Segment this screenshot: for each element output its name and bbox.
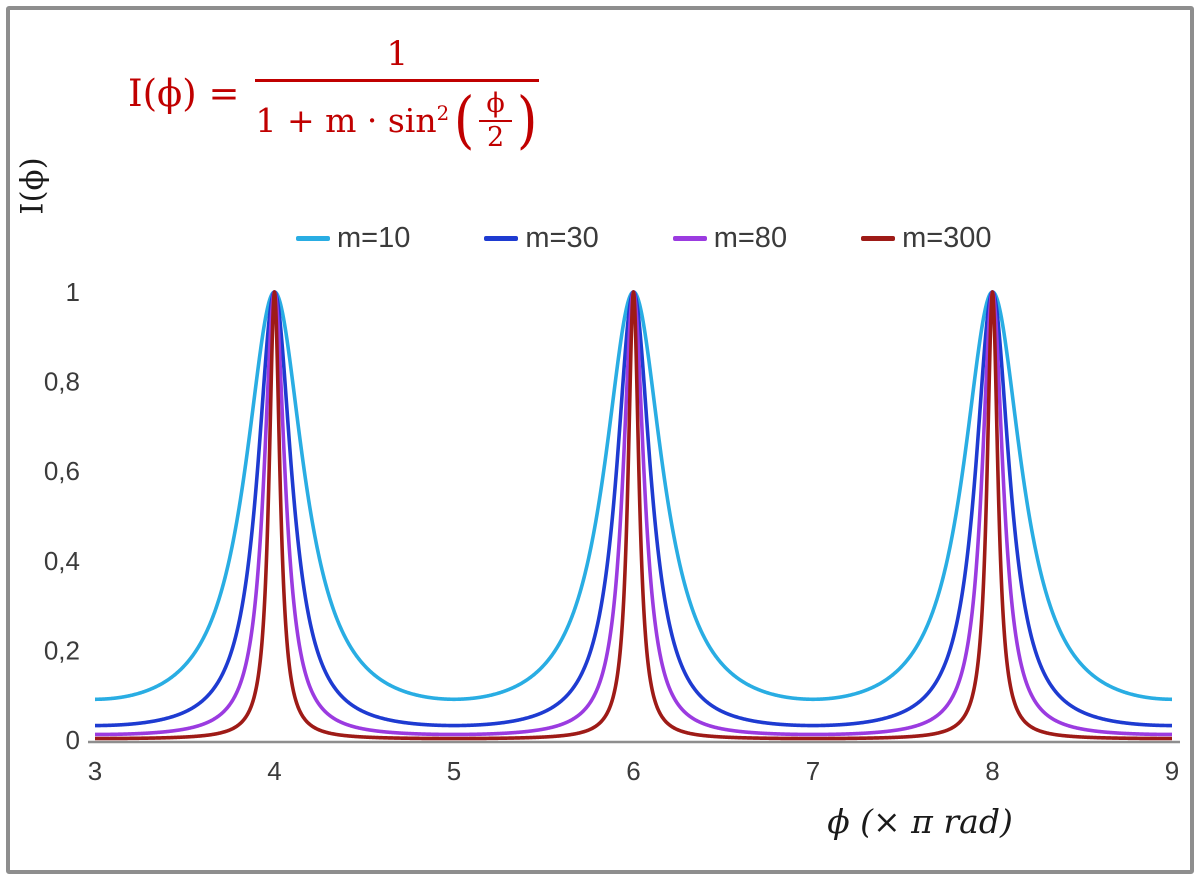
formula-numerator: 1 (386, 34, 409, 74)
legend-swatch (484, 236, 519, 241)
legend-item: m=300 (861, 222, 992, 255)
legend-item: m=80 (672, 222, 788, 255)
x-tick-label: 3 (88, 756, 102, 786)
legend: m=10 m=30 m=80 m=300 (296, 222, 992, 255)
formula-inner-numerator: ϕ (479, 89, 512, 122)
series-line-m-30 (93, 290, 1174, 728)
legend-label: m=300 (902, 222, 992, 254)
y-tick-label: 1 (66, 277, 80, 307)
y-tick-label: 0,8 (44, 367, 80, 397)
formula-lhs: I(ϕ) = (128, 71, 240, 115)
x-tick-label: 9 (1165, 756, 1179, 786)
legend-label: m=30 (525, 222, 599, 254)
formula-den-exponent: 2 (436, 102, 450, 126)
legend-item: m=10 (296, 222, 410, 255)
y-tick-label: 0,4 (44, 546, 80, 576)
open-paren: ( (454, 83, 475, 157)
series-line-m-300 (93, 290, 1174, 741)
formula: I(ϕ) = 1 1 + m · sin2 ( ϕ 2 ) (128, 34, 540, 157)
y-axis-title: I(ϕ) (14, 157, 51, 215)
legend-swatch (861, 236, 896, 241)
legend-label: m=80 (713, 222, 788, 254)
close-paren: ) (516, 83, 538, 157)
x-axis-title: ϕ (× π rad) (827, 802, 1013, 841)
legend-swatch (296, 236, 330, 241)
series-line-m-80 (93, 290, 1174, 737)
y-tick-label: 0 (66, 725, 80, 755)
x-tick-label: 8 (985, 756, 999, 786)
x-tick-label: 6 (626, 756, 640, 786)
formula-denominator-text: 1 + m · sin2 (255, 101, 449, 140)
legend-label: m=10 (337, 222, 411, 254)
y-tick-label: 0,2 (44, 635, 80, 665)
x-tick-label: 5 (447, 756, 461, 786)
x-tick-label: 4 (267, 756, 281, 786)
formula-fraction: 1 1 + m · sin2 ( ϕ 2 ) (255, 34, 540, 157)
legend-item: m=30 (484, 222, 599, 255)
formula-inner-denominator: 2 (487, 121, 505, 153)
y-tick-label: 0,6 (44, 456, 80, 486)
formula-denominator: 1 + m · sin2 ( ϕ 2 ) (255, 79, 540, 157)
formula-den-prefix: 1 + m · sin (255, 101, 437, 141)
legend-swatch (672, 236, 707, 241)
x-tick-label: 7 (806, 756, 820, 786)
formula-inner-fraction: ϕ 2 (479, 89, 512, 153)
